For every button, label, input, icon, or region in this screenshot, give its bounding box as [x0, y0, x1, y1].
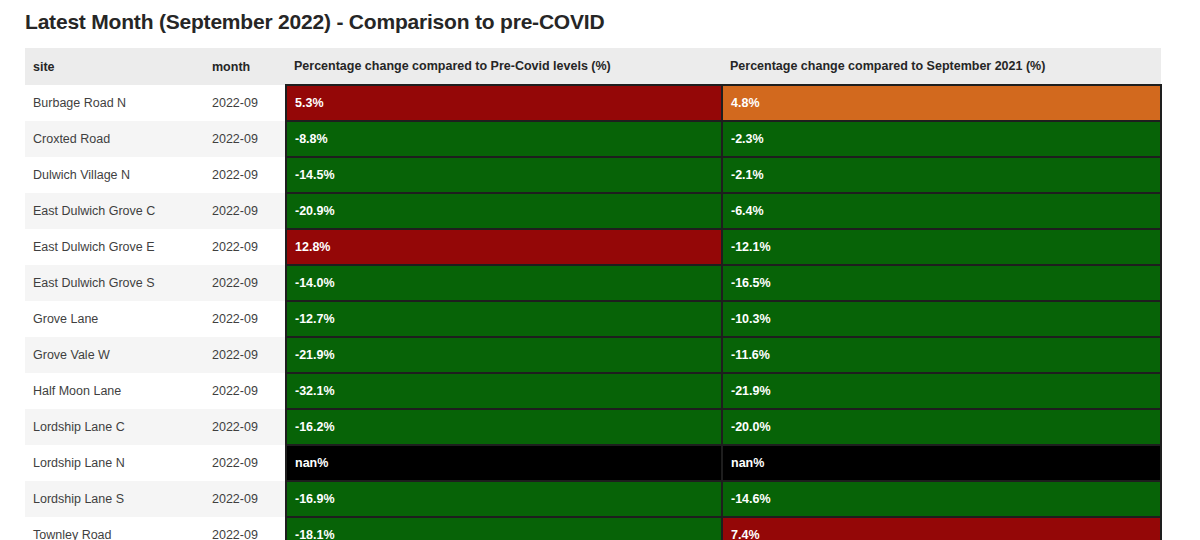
yoy-cell: nan%	[722, 445, 1161, 481]
table-row: Half Moon Lane 2022-09 -32.1% -21.9%	[25, 373, 1161, 409]
page-title: Latest Month (September 2022) - Comparis…	[25, 8, 1200, 36]
yoy-cell: -16.5%	[722, 265, 1161, 301]
table-row: East Dulwich Grove E 2022-09 12.8% -12.1…	[25, 229, 1161, 265]
column-header-month: month	[202, 48, 286, 85]
pre-covid-cell: -32.1%	[286, 373, 722, 409]
pre-covid-cell: 5.3%	[286, 85, 722, 121]
site-cell: Lordship Lane C	[25, 409, 202, 445]
site-cell: Burbage Road N	[25, 85, 202, 121]
table-body: Burbage Road N 2022-09 5.3% 4.8% Croxted…	[25, 85, 1161, 540]
month-cell: 2022-09	[202, 229, 286, 265]
site-cell: Croxted Road	[25, 121, 202, 157]
pre-covid-cell: -16.9%	[286, 481, 722, 517]
table-header: site month Percentage change compared to…	[25, 48, 1161, 85]
report-page: Latest Month (September 2022) - Comparis…	[0, 0, 1200, 540]
pre-covid-cell: -8.8%	[286, 121, 722, 157]
pre-covid-cell: -20.9%	[286, 193, 722, 229]
yoy-cell: -20.0%	[722, 409, 1161, 445]
table-row: Croxted Road 2022-09 -8.8% -2.3%	[25, 121, 1161, 157]
column-header-yoy: Percentage change compared to September …	[722, 48, 1161, 85]
yoy-cell: -6.4%	[722, 193, 1161, 229]
site-cell: East Dulwich Grove C	[25, 193, 202, 229]
month-cell: 2022-09	[202, 337, 286, 373]
yoy-cell: -2.3%	[722, 121, 1161, 157]
yoy-cell: -12.1%	[722, 229, 1161, 265]
month-cell: 2022-09	[202, 409, 286, 445]
pre-covid-cell: -14.0%	[286, 265, 722, 301]
column-header-pre-covid: Percentage change compared to Pre-Covid …	[286, 48, 722, 85]
month-cell: 2022-09	[202, 373, 286, 409]
table-row: Grove Lane 2022-09 -12.7% -10.3%	[25, 301, 1161, 337]
yoy-cell: 4.8%	[722, 85, 1161, 121]
site-cell: Half Moon Lane	[25, 373, 202, 409]
table-row: Dulwich Village N 2022-09 -14.5% -2.1%	[25, 157, 1161, 193]
month-cell: 2022-09	[202, 193, 286, 229]
header-row: site month Percentage change compared to…	[25, 48, 1161, 85]
pre-covid-cell: -14.5%	[286, 157, 722, 193]
site-cell: East Dulwich Grove S	[25, 265, 202, 301]
pre-covid-cell: nan%	[286, 445, 722, 481]
month-cell: 2022-09	[202, 481, 286, 517]
table-row: East Dulwich Grove C 2022-09 -20.9% -6.4…	[25, 193, 1161, 229]
site-cell: Grove Lane	[25, 301, 202, 337]
month-cell: 2022-09	[202, 121, 286, 157]
month-cell: 2022-09	[202, 517, 286, 540]
yoy-cell: -11.6%	[722, 337, 1161, 373]
pre-covid-cell: -16.2%	[286, 409, 722, 445]
site-cell: Dulwich Village N	[25, 157, 202, 193]
yoy-cell: -14.6%	[722, 481, 1161, 517]
table-row: Townley Road 2022-09 -18.1% 7.4%	[25, 517, 1161, 540]
site-cell: Lordship Lane S	[25, 481, 202, 517]
pre-covid-cell: -12.7%	[286, 301, 722, 337]
table-row: Lordship Lane N 2022-09 nan% nan%	[25, 445, 1161, 481]
month-cell: 2022-09	[202, 85, 286, 121]
month-cell: 2022-09	[202, 157, 286, 193]
site-cell: Townley Road	[25, 517, 202, 540]
table-row: Lordship Lane S 2022-09 -16.9% -14.6%	[25, 481, 1161, 517]
yoy-cell: -10.3%	[722, 301, 1161, 337]
pre-covid-cell: 12.8%	[286, 229, 722, 265]
yoy-cell: -21.9%	[722, 373, 1161, 409]
month-cell: 2022-09	[202, 445, 286, 481]
table-row: Lordship Lane C 2022-09 -16.2% -20.0%	[25, 409, 1161, 445]
table-row: East Dulwich Grove S 2022-09 -14.0% -16.…	[25, 265, 1161, 301]
pre-covid-cell: -18.1%	[286, 517, 722, 540]
column-header-site: site	[25, 48, 202, 85]
site-cell: Lordship Lane N	[25, 445, 202, 481]
month-cell: 2022-09	[202, 301, 286, 337]
pre-covid-cell: -21.9%	[286, 337, 722, 373]
yoy-cell: 7.4%	[722, 517, 1161, 540]
table-row: Grove Vale W 2022-09 -21.9% -11.6%	[25, 337, 1161, 373]
yoy-cell: -2.1%	[722, 157, 1161, 193]
site-cell: East Dulwich Grove E	[25, 229, 202, 265]
month-cell: 2022-09	[202, 265, 286, 301]
table-row: Burbage Road N 2022-09 5.3% 4.8%	[25, 85, 1161, 121]
site-cell: Grove Vale W	[25, 337, 202, 373]
comparison-table: site month Percentage change compared to…	[25, 48, 1162, 540]
